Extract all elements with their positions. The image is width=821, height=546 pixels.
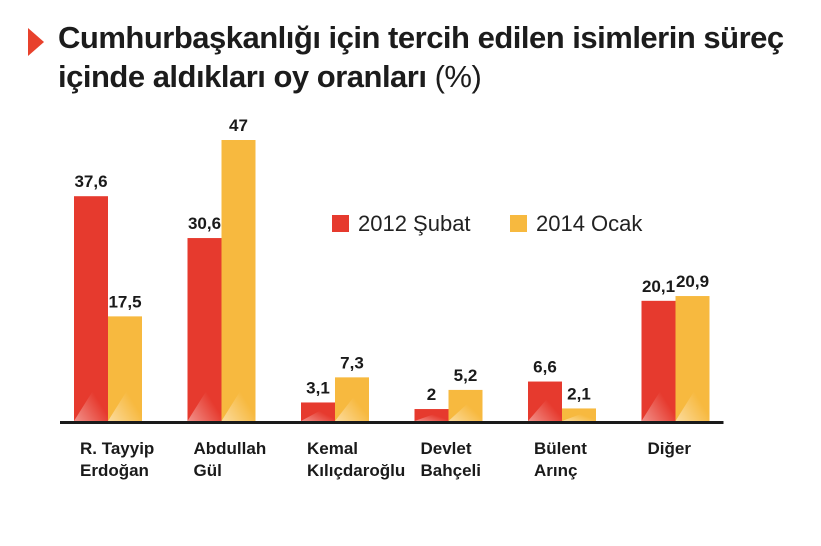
- legend: 2012 Şubat 2014 Ocak: [332, 211, 643, 236]
- category-label: R. Tayyip: [80, 439, 154, 458]
- bar-shade: [335, 377, 369, 421]
- bar-shade: [675, 366, 710, 421]
- value-label: 6,6: [533, 358, 557, 377]
- bar-shade: [74, 366, 108, 421]
- category-label: Kemal: [307, 439, 358, 458]
- bar-shade: [187, 366, 222, 421]
- bars-layer: [74, 140, 710, 421]
- legend-swatch-2012: [332, 215, 349, 232]
- category-label: Kılıçdaroğlu: [307, 461, 405, 480]
- category-label: Erdoğan: [80, 461, 149, 480]
- category-label: Arınç: [534, 461, 577, 480]
- labels-layer: 37,6 17,5 R. Tayyip Erdoğan 30,6 47 Abdullah Gü…: [74, 116, 709, 480]
- title-marker-icon: [28, 28, 44, 56]
- category-label: Gül: [194, 461, 222, 480]
- category-label: Diğer: [648, 439, 692, 458]
- category-label: Abdullah: [194, 439, 267, 458]
- value-label: 47: [229, 116, 248, 135]
- value-label: 2,1: [567, 384, 591, 403]
- bar-2014-1: [221, 140, 256, 421]
- value-label: 7,3: [340, 353, 364, 372]
- chart-title: Cumhurbaşkanlığı için tercih edilen isim…: [28, 18, 788, 96]
- bar-shade: [562, 408, 596, 421]
- bar-shade: [641, 366, 676, 421]
- category-label: Devlet: [421, 439, 472, 458]
- value-label: 17,5: [108, 292, 141, 311]
- category-label: Bülent: [534, 439, 587, 458]
- bar-shade: [414, 409, 449, 421]
- bar-shade: [221, 366, 256, 421]
- value-label: 3,1: [306, 378, 330, 397]
- category-label: Bahçeli: [421, 461, 481, 480]
- bar-shade: [301, 402, 335, 421]
- legend-swatch-2014: [510, 215, 527, 232]
- title-text: Cumhurbaşkanlığı için tercih edilen isim…: [58, 18, 788, 96]
- value-label: 37,6: [74, 172, 107, 191]
- value-label: 30,6: [188, 214, 221, 233]
- bar-shade: [448, 389, 483, 421]
- value-label: 2: [427, 385, 436, 404]
- legend-label-2014: 2014 Ocak: [536, 211, 643, 236]
- value-label: 20,1: [642, 277, 675, 296]
- bar-shade: [528, 381, 562, 421]
- bar-shade: [108, 366, 142, 421]
- legend-label-2012: 2012 Şubat: [358, 211, 471, 236]
- value-label: 20,9: [676, 272, 709, 291]
- title-unit: (%): [434, 59, 482, 94]
- value-label: 5,2: [454, 366, 478, 385]
- title-main: Cumhurbaşkanlığı için tercih edilen isim…: [58, 20, 784, 94]
